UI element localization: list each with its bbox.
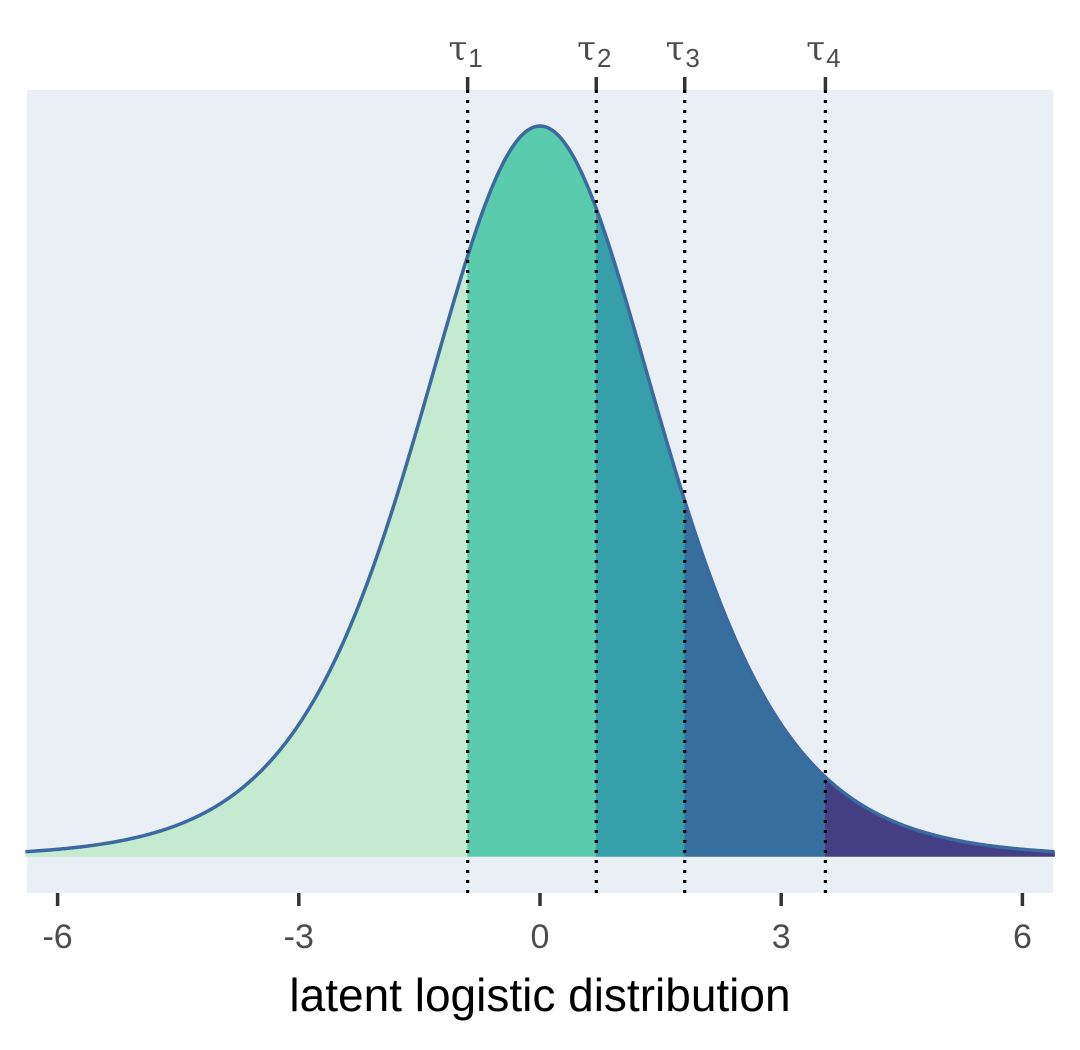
threshold-label-subscript: 4: [826, 43, 840, 73]
threshold-label-4: τ4: [806, 29, 840, 73]
region-2: [467, 125, 597, 857]
threshold-label-3: τ3: [666, 29, 700, 73]
threshold-label-subscript: 1: [468, 43, 482, 73]
x-axis: -6 -3 0 3 6: [42, 893, 1032, 956]
shaded-regions: [25, 125, 1055, 857]
x-tick-label-5: 6: [1013, 918, 1032, 956]
x-axis-title: latent logistic distribution: [289, 969, 790, 1021]
threshold-label-1: τ1: [448, 29, 482, 73]
threshold-label-2: τ2: [577, 29, 611, 73]
threshold-label-subscript: 2: [597, 43, 611, 73]
density-curve: [25, 124, 1055, 854]
x-tick-label-4: 3: [772, 918, 791, 956]
x-tick-label-2: -3: [284, 918, 314, 956]
x-tick-label-3: 0: [531, 918, 550, 956]
x-tick-label-1: -6: [42, 918, 72, 956]
threshold-label-subscript: 3: [685, 43, 699, 73]
